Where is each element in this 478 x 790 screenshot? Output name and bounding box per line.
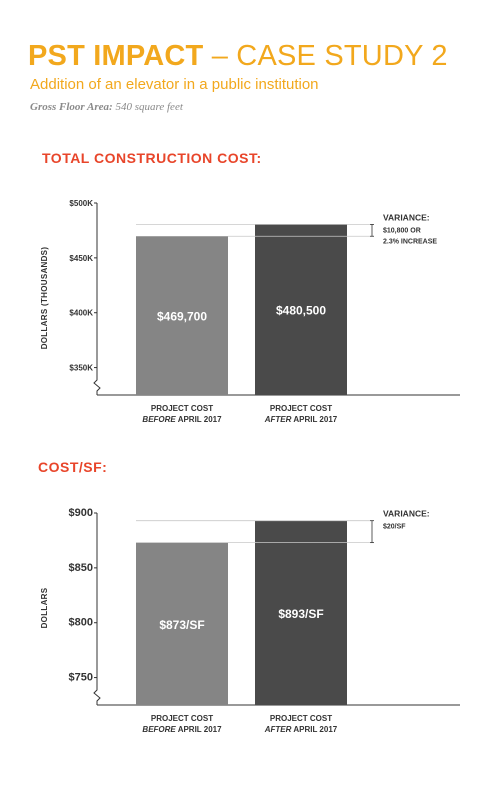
bar-before: [136, 236, 228, 395]
x-category-rest: APRIL 2017: [176, 415, 222, 424]
x-category-rest: APRIL 2017: [291, 415, 337, 424]
y-axis-label: DOLLARS: [40, 587, 49, 628]
x-category-label: AFTER APRIL 2017: [264, 415, 338, 424]
x-category-label: PROJECT COST: [270, 714, 332, 723]
x-category-rest: APRIL 2017: [291, 725, 337, 734]
x-category-emphasis: AFTER: [264, 725, 292, 734]
bar-after: [255, 520, 347, 705]
y-tick-label: $400K: [69, 309, 93, 318]
page-title: PST IMPACT – CASE STUDY 2: [28, 40, 448, 73]
cost-per-sf-chart: DOLLARS $900 $850 $800 $750 $873/SF PROJECT CO…: [40, 507, 460, 734]
page-subtitle: Addition of an elevator in a public inst…: [30, 76, 319, 93]
x-category-rest: APRIL 2017: [176, 725, 222, 734]
bar-after: [255, 224, 347, 395]
chart-1-heading: TOTAL CONSTRUCTION COST:: [42, 150, 262, 166]
variance-title: VARIANCE:: [383, 509, 430, 519]
x-category-label: BEFORE APRIL 2017: [142, 415, 222, 424]
variance-detail: 2.3% INCREASE: [383, 238, 437, 245]
x-category-emphasis: BEFORE: [142, 415, 176, 424]
y-tick-label: $500K: [69, 199, 93, 208]
y-axis-label: DOLLARS (THOUSANDS): [40, 247, 49, 350]
y-axis-line: [93, 203, 101, 395]
variance-title: VARIANCE:: [383, 212, 430, 222]
variance-detail: $20/SF: [383, 524, 406, 531]
gfa-value: 540 square feet: [112, 101, 183, 113]
bar-value-label: $469,700: [157, 310, 207, 324]
x-category-label: AFTER APRIL 2017: [264, 725, 338, 734]
y-tick-label: $750: [69, 672, 93, 684]
x-category-label: BEFORE APRIL 2017: [142, 725, 222, 734]
gross-floor-area: Gross Floor Area: 540 square feet: [30, 101, 183, 113]
y-tick-label: $900: [69, 507, 93, 519]
x-category-emphasis: BEFORE: [142, 725, 176, 734]
variance-detail: $10,800 OR: [383, 227, 421, 234]
y-tick-label: $850: [69, 562, 93, 574]
x-category-label: PROJECT COST: [151, 404, 213, 413]
chart-2-heading: COST/SF:: [38, 459, 108, 475]
gfa-label: Gross Floor Area:: [30, 101, 113, 113]
bar-before: [136, 542, 228, 705]
y-axis-line: [93, 513, 101, 705]
total-cost-chart: DOLLARS (THOUSANDS) $500K $450K $400K $350K $…: [40, 199, 460, 424]
title-bold: PST IMPACT: [28, 40, 204, 72]
x-category-emphasis: AFTER: [264, 415, 292, 424]
x-category-label: PROJECT COST: [270, 404, 332, 413]
bar-value-label: $873/SF: [159, 618, 204, 632]
title-rest: – CASE STUDY 2: [203, 40, 448, 72]
y-tick-label: $800: [69, 617, 93, 629]
bar-value-label: $480,500: [276, 304, 326, 318]
y-tick-label: $450K: [69, 254, 93, 263]
x-category-label: PROJECT COST: [151, 714, 213, 723]
y-tick-label: $350K: [69, 364, 93, 373]
bar-value-label: $893/SF: [278, 607, 323, 621]
